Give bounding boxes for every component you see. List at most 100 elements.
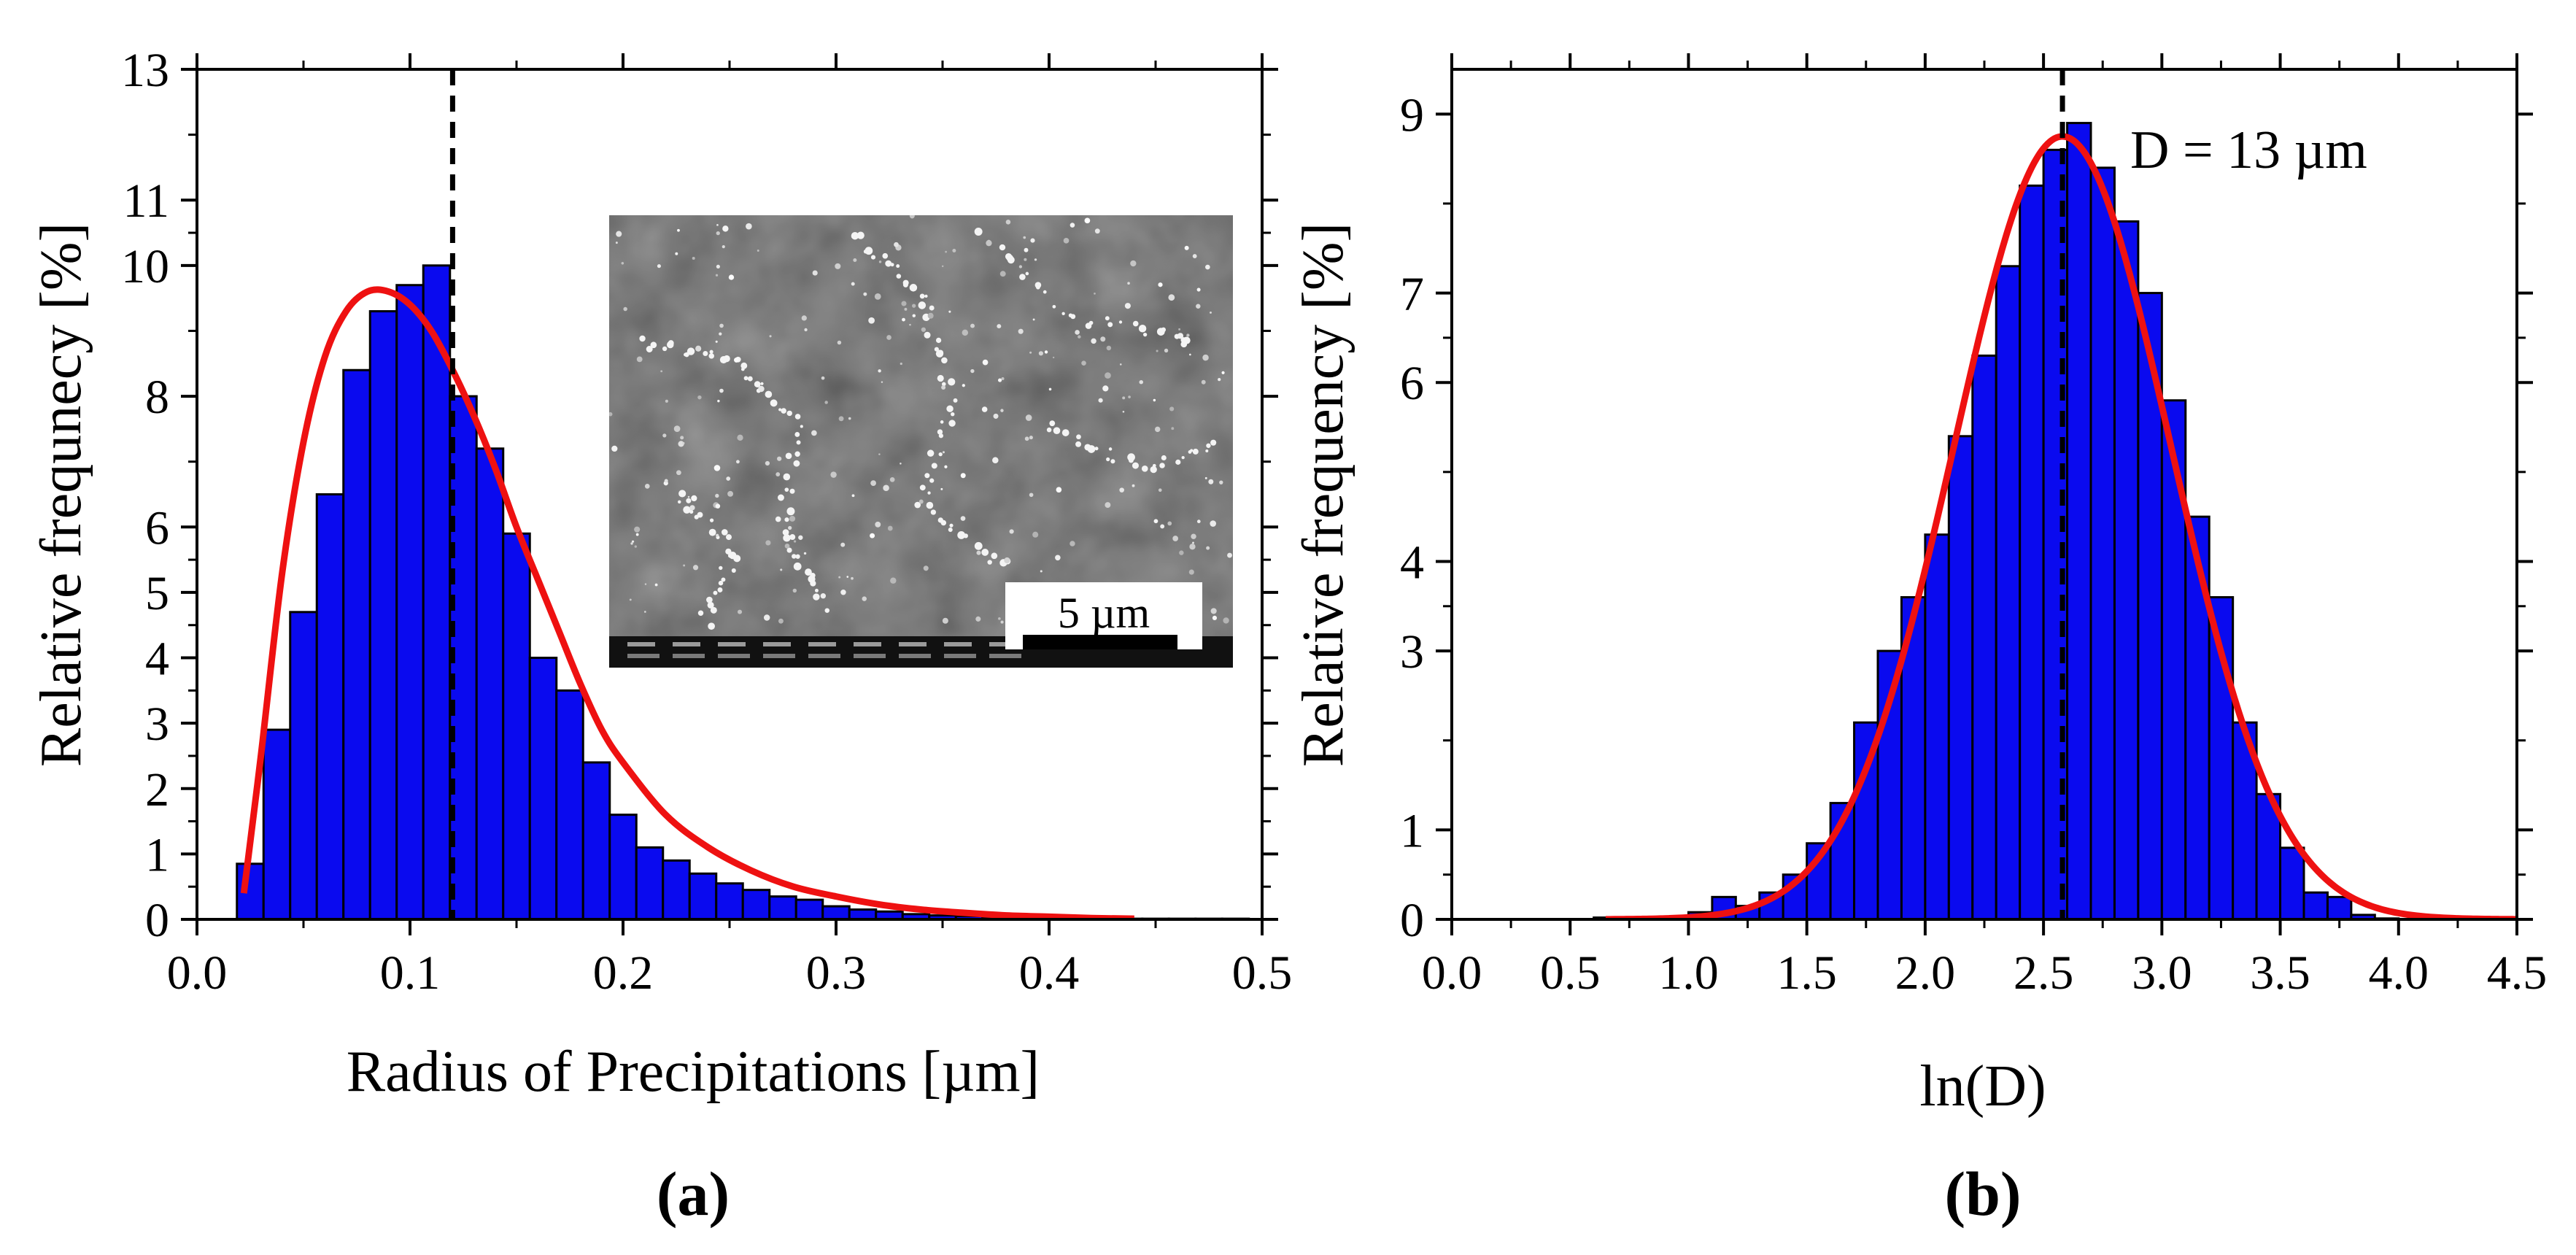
sem-precipitate-dot xyxy=(709,350,713,354)
panel-a-y-tick-label: 13 xyxy=(121,44,169,97)
panel-a-bar xyxy=(528,657,558,919)
sem-precipitate-dot xyxy=(1139,379,1143,385)
sem-precipitate-dot xyxy=(775,472,781,476)
sem-precipitate-dot xyxy=(1029,493,1034,498)
sem-precipitate-dot xyxy=(896,264,900,269)
panel-a-x-tick-label: 0.4 xyxy=(1019,946,1080,1000)
sem-precipitate-dot xyxy=(796,440,801,445)
panel-a-label: (a) xyxy=(657,1159,730,1229)
sem-precipitate-dot xyxy=(878,260,882,263)
sem-precipitate-dot xyxy=(758,385,765,393)
sem-precipitate-dot xyxy=(900,362,902,366)
panel-a-bar xyxy=(395,284,425,919)
sem-precipitate-dot xyxy=(664,479,668,483)
sem-precipitate-dot xyxy=(781,408,786,414)
sem-precipitate-dot xyxy=(948,378,956,386)
sem-precipitate-dot xyxy=(719,332,722,336)
sem-precipitate-dot xyxy=(689,509,694,514)
sem-precipitate-dot xyxy=(788,525,792,530)
sem-precipitate-dot xyxy=(987,560,992,565)
sem-precipitate-dot xyxy=(851,494,855,498)
panel-b-x-tick-label: 0.0 xyxy=(1422,946,1482,1000)
sem-precipitate-dot xyxy=(735,460,740,464)
sem-precipitate-dot xyxy=(1094,293,1096,295)
sem-precipitate-dot xyxy=(657,264,661,269)
panel-a-bar xyxy=(315,493,345,919)
sem-precipitate-dot xyxy=(1171,427,1175,430)
sem-precipitate-dot xyxy=(782,529,789,536)
sem-precipitate-dot xyxy=(1142,332,1148,337)
sem-precipitate-dot xyxy=(673,425,681,432)
panel-a-axes: 0.0 0.1 0.2 0.3 0.4 0.5 0 1 2 3 4 5 6 8 10 11 13 xyxy=(121,44,1292,1000)
sem-precipitate-dot xyxy=(1105,316,1110,321)
sem-precipitate-dot xyxy=(1141,465,1148,472)
panel-a-bar xyxy=(688,872,718,919)
panel-b-bar xyxy=(1947,435,1974,919)
sem-info-mark xyxy=(808,642,836,646)
scale-bar-label: 5 µm xyxy=(1058,589,1150,637)
sem-precipitate-dot xyxy=(721,577,726,582)
sem-precipitate-dot xyxy=(634,545,637,548)
sem-info-mark xyxy=(899,642,927,646)
sem-precipitate-dot xyxy=(1191,533,1196,539)
sem-precipitate-dot xyxy=(650,341,657,349)
sem-precipitate-dot xyxy=(1000,409,1004,412)
sem-precipitate-dot xyxy=(803,552,807,555)
sem-precipitate-dot xyxy=(616,231,622,237)
sem-precipitate-dot xyxy=(1025,414,1032,421)
sem-precipitate-dot xyxy=(1056,487,1062,493)
sem-precipitate-dot xyxy=(1081,360,1086,366)
sem-precipitate-dot xyxy=(778,618,784,624)
sem-precipitate-dot xyxy=(887,525,893,531)
panel-a-bar xyxy=(635,846,665,919)
sem-precipitate-dot xyxy=(719,388,724,393)
panel-a-bar xyxy=(848,908,878,919)
sem-precipitate-dot xyxy=(851,231,859,240)
sem-info-mark xyxy=(763,642,791,646)
sem-precipitate-dot xyxy=(1038,351,1044,356)
sem-precipitate-dot xyxy=(919,293,925,299)
panel-a-y-tick-label: 8 xyxy=(145,371,169,424)
panel-a-x-axis-title: Radius of Precipitations [µm] xyxy=(347,1040,1040,1104)
sem-precipitate-dot xyxy=(1178,328,1181,331)
sem-precipitate-dot xyxy=(938,452,943,457)
sem-precipitate-dot xyxy=(719,323,724,328)
sem-precipitate-dot xyxy=(798,535,803,540)
sem-precipitate-dot xyxy=(942,451,945,454)
panel-a-y-tick-label: 3 xyxy=(145,698,169,751)
sem-precipitate-dot xyxy=(1127,282,1130,285)
sem-precipitate-dot xyxy=(1118,320,1123,324)
sem-precipitate-dot xyxy=(1159,463,1165,468)
panel-a-y-tick-label: 10 xyxy=(121,240,169,293)
sem-precipitate-dot xyxy=(1128,395,1131,398)
sem-precipitate-dot xyxy=(846,576,849,578)
sem-precipitate-dot xyxy=(886,335,891,340)
panel-a-bar xyxy=(342,368,371,919)
sem-precipitate-dot xyxy=(615,242,618,244)
sem-precipitate-dot xyxy=(1078,335,1081,339)
sem-precipitate-dot xyxy=(946,405,954,412)
sem-precipitate-dot xyxy=(862,596,867,601)
sem-precipitate-dot xyxy=(814,588,819,592)
sem-precipitate-dot xyxy=(896,274,902,279)
sem-precipitate-dot xyxy=(1043,290,1047,294)
sem-precipitate-dot xyxy=(683,564,686,567)
sem-info-mark xyxy=(899,654,931,658)
sem-precipitate-dot xyxy=(935,337,942,344)
sem-precipitate-dot xyxy=(1000,620,1004,624)
sem-precipitate-dot xyxy=(644,583,647,585)
panel-a-bar xyxy=(715,882,744,919)
sem-precipitate-dot xyxy=(975,616,981,622)
panel-a-bar xyxy=(662,859,691,919)
sem-precipitate-dot xyxy=(621,262,624,265)
sem-precipitate-dot xyxy=(924,331,931,339)
sem-precipitate-dot xyxy=(924,473,930,479)
sem-info-mark xyxy=(989,654,1021,658)
sem-precipitate-dot xyxy=(1075,330,1080,335)
sem-precipitate-dot xyxy=(870,533,875,538)
sem-precipitate-dot xyxy=(1153,398,1156,402)
sem-precipitate-dot xyxy=(636,356,643,363)
sem-precipitate-dot xyxy=(812,270,818,276)
sem-precipitate-dot xyxy=(644,611,646,613)
